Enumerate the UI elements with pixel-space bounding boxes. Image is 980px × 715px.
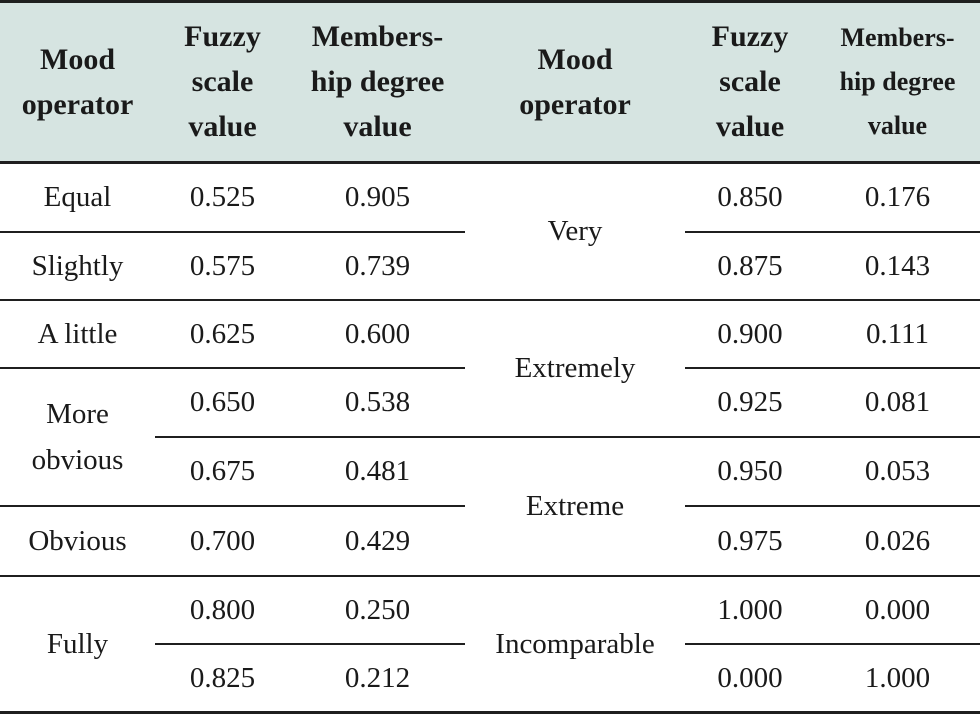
left-fuzzy-value: 0.625: [189, 317, 256, 350]
right-membership-value: 0.000: [864, 593, 931, 626]
right-membership-value: 0.176: [864, 181, 931, 213]
row-divider: [155, 436, 980, 438]
left-fuzzy-value: 0.825: [189, 661, 256, 694]
right-fuzzy-value: 0.950: [717, 455, 783, 487]
left-membership-value: 0.538: [344, 386, 411, 418]
row-divider: [0, 575, 980, 577]
right-membership-value: 0.026: [864, 524, 931, 557]
left-fuzzy-value: 0.700: [189, 524, 256, 557]
header-fuzzy-scale-value: Fuzzy scale value: [184, 20, 261, 143]
mood-operator-extreme: Extreme: [525, 490, 625, 522]
right-fuzzy-value: 0.925: [717, 386, 783, 418]
header-mood-operator-right: Mood operator: [519, 42, 631, 121]
left-fuzzy-value: 0.525: [189, 181, 256, 213]
mood-operator-a-little: A little: [37, 317, 118, 350]
row-divider: [0, 299, 980, 301]
table-top-rule: [0, 0, 980, 3]
mood-operator-extremely: Extremely: [514, 352, 636, 384]
left-fuzzy-value: 0.650: [189, 386, 256, 418]
row-divider: [685, 231, 980, 233]
right-membership-value: 1.000: [864, 661, 931, 694]
left-membership-value: 0.739: [344, 249, 411, 282]
mood-operator-more-obvious: More obvious: [31, 398, 124, 476]
mood-operator-obvious: Obvious: [28, 524, 127, 557]
header-membership-degree-value: Members- hip degree value: [310, 20, 445, 143]
right-membership-value: 0.111: [865, 317, 930, 350]
right-fuzzy-value: 1.000: [717, 593, 783, 626]
right-fuzzy-value: 0.000: [717, 661, 783, 694]
left-fuzzy-value: 0.800: [189, 593, 256, 626]
table-header-background: [0, 0, 980, 163]
row-divider: [155, 643, 465, 645]
left-membership-value: 0.250: [344, 593, 411, 626]
row-divider: [685, 367, 980, 369]
header-mood-operator: Mood operator: [21, 42, 134, 121]
left-fuzzy-value: 0.575: [189, 249, 256, 282]
row-divider: [0, 505, 465, 507]
row-divider: [0, 367, 465, 369]
mood-operator-fully: Fully: [46, 627, 109, 660]
right-fuzzy-value: 0.975: [717, 524, 783, 557]
header-bottom-rule: [0, 161, 980, 164]
right-membership-value: 0.053: [864, 455, 931, 487]
right-membership-value: 0.081: [864, 386, 931, 418]
table-bottom-rule: [0, 711, 980, 714]
mood-operator-very: Very: [547, 215, 603, 247]
right-membership-value: 0.143: [864, 249, 931, 282]
left-membership-value: 0.481: [344, 455, 411, 487]
row-divider: [685, 643, 980, 645]
header-fuzzy-scale-value-right: Fuzzy scale value: [711, 20, 789, 143]
left-fuzzy-value: 0.675: [189, 455, 256, 487]
left-membership-value: 0.212: [344, 661, 411, 694]
mood-operator-incomparable: Incomparable: [495, 627, 655, 660]
header-membership-degree-value-right: Members- hip degree value: [839, 22, 956, 140]
right-fuzzy-value: 0.875: [717, 249, 783, 282]
row-divider: [0, 231, 465, 233]
right-fuzzy-value: 0.850: [717, 181, 783, 213]
mood-operator-equal: Equal: [43, 181, 112, 213]
left-membership-value: 0.429: [344, 524, 411, 557]
left-membership-value: 0.905: [344, 181, 411, 213]
right-fuzzy-value: 0.900: [717, 317, 783, 350]
row-divider: [685, 505, 980, 507]
left-membership-value: 0.600: [344, 317, 411, 350]
mood-operator-slightly: Slightly: [31, 249, 124, 282]
